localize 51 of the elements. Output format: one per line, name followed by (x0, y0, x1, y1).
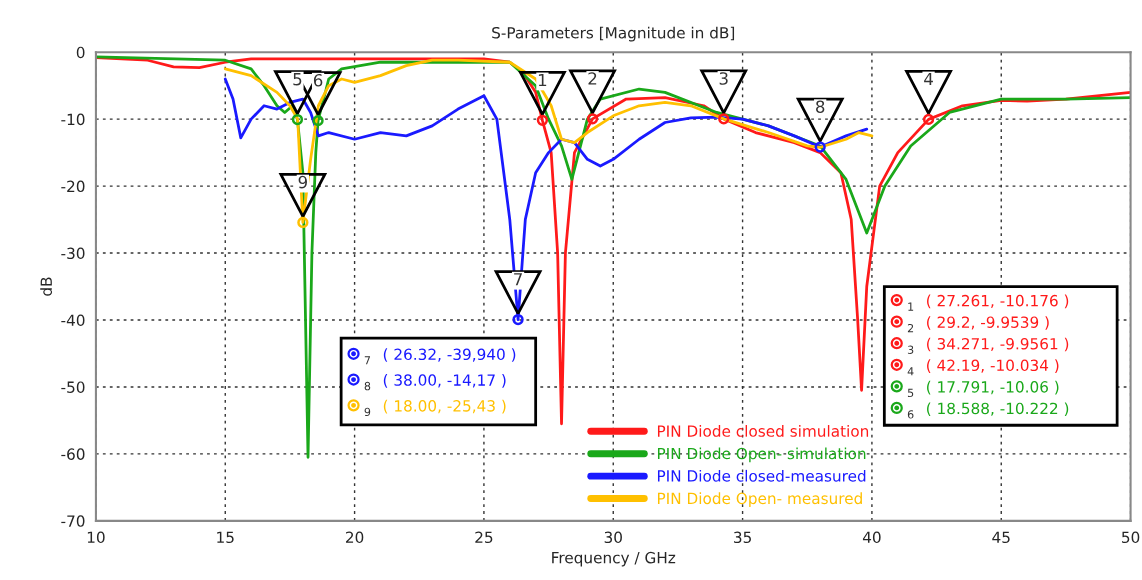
annotation: 3 (719, 72, 728, 85)
annotation: 9 (298, 175, 307, 189)
annotation: 1 (538, 73, 547, 87)
x-tick-label: 35 (734, 531, 751, 544)
annotation: ( 18.00, -25,43 ) (383, 399, 506, 414)
y-tick-label: -70 (61, 515, 85, 527)
annotation: 5 (293, 73, 302, 86)
annotation: ( 29.2, -9.9539 ) (927, 316, 1049, 330)
annotation: 7 (514, 273, 522, 286)
annotation: 8 (816, 100, 825, 114)
legend-label: PIN Diode closed-measured (657, 469, 866, 482)
annotation: ( 27.261, -10.176 ) (927, 294, 1069, 309)
x-tick-label: 20 (345, 531, 364, 544)
x-axis-title: Frequency / GHz (552, 551, 676, 567)
text: 3 (907, 345, 914, 354)
y-tick-label: -60 (61, 448, 85, 460)
y-tick-label: -20 (61, 180, 85, 193)
annotation: ( 26.32, -39,940 ) (383, 348, 516, 362)
annotation: ( 38.00, -14,17 ) (383, 374, 506, 388)
text: 7 (364, 356, 371, 365)
annotation: ( 34.271, -9.9561 ) (927, 337, 1069, 352)
annotation: 4 (924, 72, 933, 86)
x-tick-label: 45 (992, 531, 1010, 544)
x-tick-label: 15 (217, 531, 234, 544)
chart-title: S-Parameters [Magnitude in dB] (492, 26, 735, 42)
x-tick-label: 10 (87, 531, 105, 544)
x-tick-label: 50 (1122, 531, 1140, 544)
text: 8 (364, 381, 371, 391)
y-tick-label: -50 (61, 381, 85, 393)
text: 5 (907, 388, 914, 398)
x-tick-label: 30 (604, 531, 622, 544)
text: 2 (907, 323, 914, 333)
annotation: ( 17.791, -10.06 ) (927, 380, 1059, 395)
y-tick-label: -40 (61, 314, 85, 327)
y-tick-label: -10 (61, 113, 85, 126)
y-tick-label: 0 (76, 46, 85, 59)
legend-label: PIN Diode closed simulation (657, 425, 869, 437)
annotation: 2 (588, 72, 597, 85)
text: 6 (907, 410, 914, 419)
text: 1 (908, 302, 914, 311)
annotation: ( 18.588, -10.222 ) (927, 402, 1069, 416)
legend-label: PIN Diode Open- simulation (657, 447, 866, 463)
annotation: ( 42.19, -10.034 ) (927, 359, 1059, 373)
y-tick-label: -30 (61, 247, 85, 260)
annotation: 6 (313, 73, 323, 87)
text: 4 (907, 367, 914, 376)
text: 9 (364, 407, 371, 417)
y-axis-title: dB (40, 277, 53, 296)
x-tick-label: 25 (475, 531, 493, 544)
x-tick-label: 40 (862, 531, 881, 544)
legend-label: PIN Diode Open- measured (657, 492, 862, 508)
